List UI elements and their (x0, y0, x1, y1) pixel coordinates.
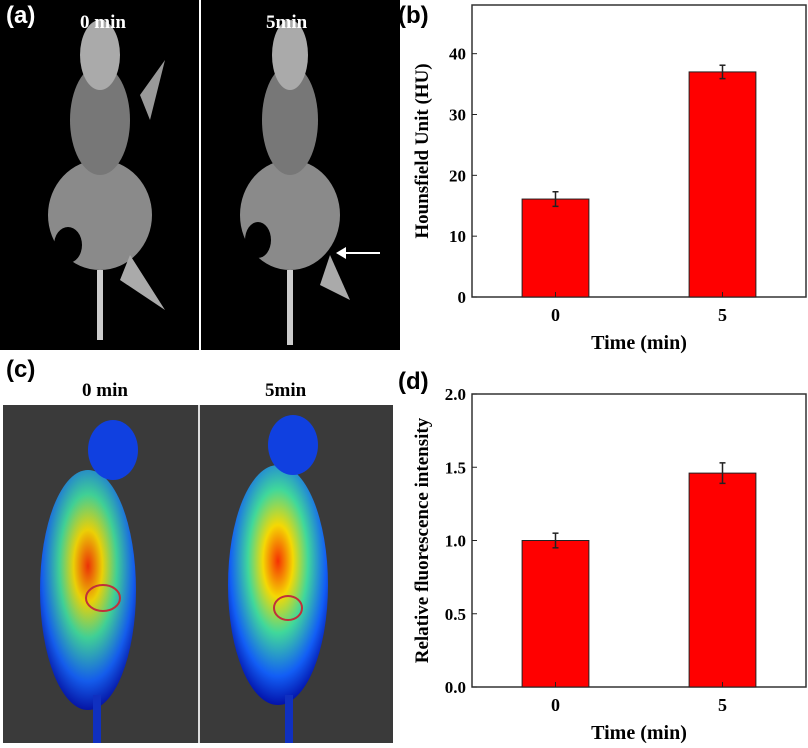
y-tick-label: 1.5 (445, 458, 466, 477)
fluor-mouse-5min (228, 415, 328, 743)
panel-label-c: (c) (6, 356, 36, 383)
x-axis-label: Time (min) (591, 332, 687, 354)
x-tick-label: 0 (551, 305, 560, 325)
x-tick-label: 5 (718, 305, 727, 325)
x-axis-label: Time (min) (591, 722, 687, 743)
bar (521, 198, 590, 298)
panel-label-b: (b) (398, 2, 429, 29)
y-tick-label: 1.0 (445, 532, 466, 551)
y-tick-label: 40 (449, 45, 466, 64)
fluorescence-mouse-images (40, 405, 328, 743)
bar (688, 472, 757, 688)
y-tick-label: 10 (449, 227, 466, 246)
bar-chart-hounsfield: 0 5 0 10 20 30 40 Time (min) Hounsfield Unit (HU… (412, 4, 807, 354)
y-axis-label: Relative fluorescence intensity (412, 417, 433, 663)
y-tick-label: 2.0 (445, 385, 466, 404)
panel-label-d: (d) (398, 368, 429, 395)
fluor-mouse-0min (40, 420, 138, 743)
y-tick-label: 0.5 (445, 605, 466, 624)
ct-mouse-0min (48, 20, 165, 340)
y-tick-label: 0.0 (445, 678, 466, 697)
y-axis-label: Hounsfield Unit (HU) (412, 63, 433, 238)
ct-image-panel: (a) 0 min 5min (0, 0, 400, 350)
y-tick-label: 30 (449, 106, 466, 125)
arrow-icon (336, 247, 380, 259)
x-tick-label: 0 (551, 695, 560, 715)
panel-label-a: (a) (6, 2, 36, 29)
bar (521, 540, 590, 688)
fluorescence-image-panel (3, 405, 393, 743)
fluor-title-0min: 0 min (82, 380, 128, 401)
ct-title-5min: 5min (266, 12, 308, 33)
plot-frame (471, 4, 807, 298)
x-tick-label: 5 (718, 695, 727, 715)
y-tick-label: 0 (458, 288, 467, 307)
bar (688, 71, 757, 298)
y-tick-label: 20 (449, 166, 466, 185)
ct-mouse-images (48, 0, 380, 350)
fluor-title-5min: 5min (265, 380, 307, 401)
ct-mouse-5min (240, 20, 350, 345)
ct-title-0min: 0 min (80, 12, 126, 33)
